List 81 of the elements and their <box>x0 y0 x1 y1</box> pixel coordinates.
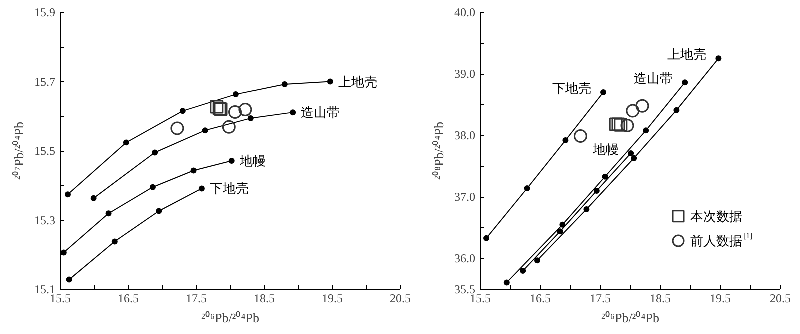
x-tick-label: 20.5 <box>770 292 791 306</box>
y-tick-label: 37.0 <box>454 190 476 204</box>
point <box>636 99 650 113</box>
y-tick-label: 15.5 <box>34 144 56 158</box>
point <box>557 228 564 235</box>
series-label: 下地壳 <box>210 181 249 196</box>
point <box>594 188 600 194</box>
point <box>156 208 162 214</box>
point <box>584 206 590 212</box>
series-label: 地幔 <box>238 154 266 169</box>
series-label: 造山带 <box>301 105 340 120</box>
point <box>210 100 224 114</box>
x-axis-title: ²⁰⁶Pb/²⁰⁴Pb <box>602 310 660 326</box>
point <box>238 103 252 117</box>
point <box>180 108 186 114</box>
y-tick-label: 15.9 <box>34 6 56 20</box>
x-tick-label: 18.5 <box>650 292 671 306</box>
y-tick-label: 39.0 <box>454 67 476 82</box>
point <box>504 280 510 286</box>
point <box>150 184 156 190</box>
x-tick-label: 19.5 <box>710 292 731 306</box>
x-axis-title: ²⁰⁶Pb/²⁰⁴Pb <box>202 310 260 326</box>
point <box>620 119 634 132</box>
point <box>631 155 638 162</box>
x-tick-label: 16.5 <box>530 292 551 306</box>
y-tick-label: 36.0 <box>454 252 476 266</box>
point <box>123 140 130 146</box>
point <box>562 138 569 144</box>
y-tick-label: 15.7 <box>34 74 56 89</box>
point <box>327 78 334 85</box>
point <box>228 105 242 119</box>
x-tick-label: 20.5 <box>390 292 411 306</box>
point <box>484 235 490 242</box>
point <box>626 104 640 118</box>
point <box>248 115 254 122</box>
series-label: 地幔 <box>592 142 620 157</box>
y-tick-label: 38.0 <box>454 128 476 143</box>
series-label: 上地壳 <box>338 74 378 90</box>
y-axis-title: ²⁰⁸Pb/²⁰⁴Pb <box>432 122 446 180</box>
point <box>198 186 205 192</box>
x-tick-label: 17.5 <box>590 292 611 306</box>
point <box>152 150 158 156</box>
point <box>112 238 118 245</box>
point <box>282 82 288 88</box>
point <box>602 174 608 180</box>
point <box>106 210 112 217</box>
x-tick-label: 18.5 <box>254 292 275 306</box>
point <box>232 92 239 98</box>
point <box>228 158 235 164</box>
series-label: 下地壳 <box>552 81 592 96</box>
point <box>64 192 71 198</box>
point <box>574 129 588 143</box>
point <box>600 90 606 96</box>
x-tick-label: 17.5 <box>186 292 207 306</box>
y-tick-label: 40.0 <box>454 6 476 20</box>
point <box>628 150 634 156</box>
point <box>520 268 526 274</box>
y-axis-title: ²⁰⁷Pb/²⁰⁴Pb <box>12 122 26 180</box>
point <box>534 258 540 264</box>
point <box>290 110 296 116</box>
point <box>682 80 688 86</box>
point <box>674 107 680 114</box>
point <box>614 118 628 132</box>
point <box>524 186 530 192</box>
x-tick-label: 16.5 <box>118 292 139 306</box>
point <box>222 120 236 134</box>
series-label: 造山带 <box>634 71 674 86</box>
point <box>170 122 184 136</box>
x-tick-label: 19.5 <box>322 292 343 306</box>
point <box>90 195 97 202</box>
point <box>716 56 722 62</box>
point <box>190 168 197 174</box>
point <box>609 118 623 132</box>
point <box>66 276 72 283</box>
y-tick-label: 15.3 <box>34 213 56 228</box>
point <box>643 128 650 134</box>
legend-label: 本次数据 <box>690 208 742 224</box>
point <box>202 128 208 134</box>
point <box>560 222 566 228</box>
series-label: 上地壳 <box>668 47 707 62</box>
point <box>612 118 626 132</box>
